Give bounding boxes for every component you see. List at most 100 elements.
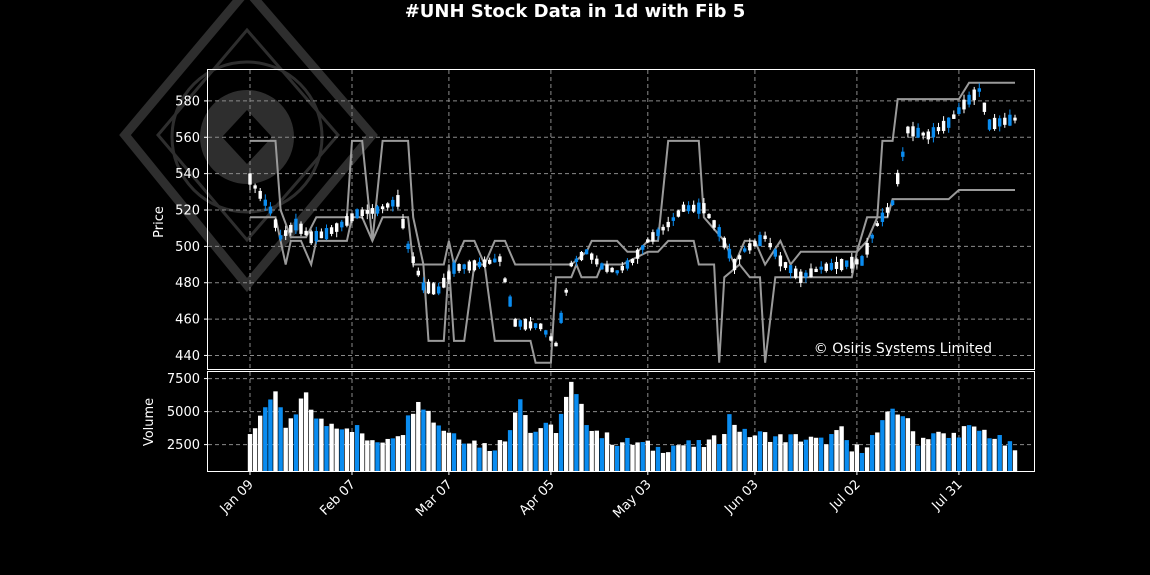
volume-bar — [890, 408, 895, 471]
candle-body — [819, 266, 823, 270]
candle-body — [375, 206, 380, 214]
candle-body — [386, 203, 390, 208]
volume-bar — [977, 430, 982, 471]
candle-body — [676, 210, 681, 217]
volume-bar — [834, 430, 839, 471]
volume-bar — [655, 446, 661, 471]
volume-bar — [615, 445, 620, 471]
volume-bar — [451, 433, 457, 471]
candle-body — [340, 221, 344, 228]
volume-bar — [436, 425, 441, 471]
volume-bar — [594, 430, 599, 471]
volume-bar — [314, 418, 319, 471]
volume-bar — [752, 435, 758, 471]
candle-body — [630, 258, 635, 263]
candle-body — [498, 256, 502, 262]
candle-body — [335, 223, 339, 232]
volume-bar — [640, 442, 645, 471]
candle-body — [549, 336, 553, 341]
volume-bar — [303, 392, 309, 471]
volume-bar — [732, 424, 737, 471]
candle-body — [253, 185, 257, 189]
volume-bar — [370, 440, 375, 471]
candle-body — [860, 256, 864, 266]
candle-body — [799, 271, 803, 283]
price-tick-label: 560 — [175, 131, 200, 146]
volume-bar — [864, 447, 870, 471]
volume-bar — [921, 437, 926, 471]
volume-bar — [803, 439, 809, 471]
candle-body — [998, 118, 1002, 127]
volume-bar — [982, 429, 987, 471]
volume-bar — [793, 434, 798, 471]
volume-bar — [349, 432, 355, 471]
candle-body — [528, 321, 533, 329]
volume-bar — [900, 416, 905, 471]
volume-bar — [441, 430, 446, 471]
volume-bar — [298, 398, 304, 471]
candle-body — [697, 202, 701, 214]
candle-body — [824, 263, 828, 271]
volume-bar — [788, 434, 793, 471]
candle-body — [865, 242, 869, 255]
volume-bars — [247, 381, 1018, 471]
candle-body — [304, 230, 308, 236]
candle-body — [896, 172, 900, 185]
volume-bar — [951, 432, 956, 471]
volume-bar — [686, 440, 691, 471]
candle-body — [671, 217, 675, 221]
candle-body — [314, 230, 318, 242]
candle-body — [447, 271, 451, 280]
candle-body — [457, 264, 461, 271]
candle-body — [901, 151, 905, 157]
price-tick-label: 460 — [175, 313, 200, 328]
price-tick-label: 440 — [175, 349, 200, 364]
volume-bar — [354, 425, 360, 471]
volume-bar — [691, 446, 696, 471]
candle-body — [595, 258, 599, 265]
candle-body — [263, 199, 267, 206]
candle-body — [488, 259, 492, 264]
volume-bar — [339, 429, 344, 471]
volume-bar — [696, 440, 701, 471]
candle-body — [814, 268, 818, 273]
price-panel-frame — [207, 69, 1035, 370]
candle-body — [834, 261, 839, 269]
volume-bar — [247, 434, 253, 471]
candle-body — [574, 258, 579, 263]
volume-bar — [630, 444, 635, 471]
candle-body — [651, 232, 655, 242]
volume-bar — [620, 442, 625, 471]
volume-bar — [625, 437, 630, 471]
candle-body — [931, 127, 936, 138]
candle-body — [370, 208, 375, 214]
y-tick-labels: 440 460 480 500 520 540 560 580 2500 5000 7500 — [167, 94, 208, 453]
volume-bar — [268, 399, 273, 471]
volume-bar — [946, 437, 951, 471]
volume-bar — [1007, 441, 1013, 471]
candle-body — [845, 260, 849, 267]
volume-bar — [859, 452, 865, 471]
volume-bar — [278, 407, 283, 471]
price-tick-label: 580 — [175, 94, 200, 109]
volume-bar — [599, 438, 605, 471]
volume-bar — [778, 434, 783, 471]
volume-bar — [722, 434, 727, 471]
volume-bar — [344, 428, 350, 471]
volume-bar — [273, 391, 278, 471]
price-tick-label: 540 — [175, 167, 200, 182]
candle-body — [289, 224, 293, 233]
candle-body — [661, 226, 665, 231]
volume-bar — [645, 440, 650, 471]
candle-body — [992, 117, 997, 130]
candle-body — [783, 262, 788, 268]
volume-bar — [421, 409, 426, 471]
price-tick-label: 500 — [175, 240, 200, 255]
chart-title: #UNH Stock Data in 1d with Fib 5 — [405, 1, 746, 22]
volume-bar — [1002, 445, 1007, 471]
candle-body — [493, 258, 497, 263]
volume-bar — [742, 428, 747, 471]
candle-body — [890, 200, 895, 206]
volume-bar — [523, 415, 528, 471]
